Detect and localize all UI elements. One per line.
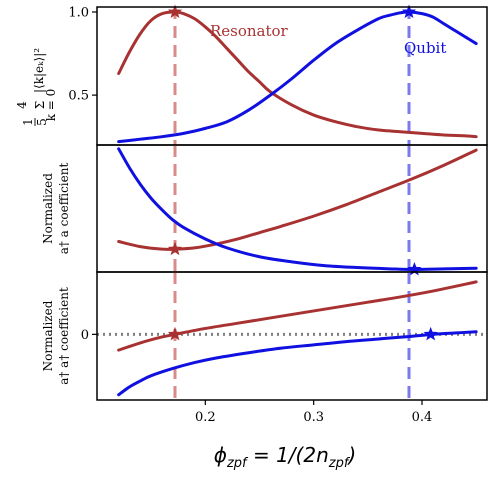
qubit-star-marker [407, 261, 422, 276]
fraction-denominator: 5 [35, 118, 49, 126]
x-axis-label: ϕzpf = 1/(2nzpf) [214, 443, 356, 471]
y-tick-label: 0.5 [68, 89, 89, 104]
qubit-series-line [117, 10, 478, 144]
x-tick-label: 0.3 [303, 410, 324, 425]
resonator-star-marker [167, 241, 183, 256]
resonator-star-marker [167, 326, 183, 341]
qubit-star-marker [423, 326, 438, 341]
x-label-part: zpf [226, 456, 249, 471]
y-label-line-1: Normalized [41, 173, 55, 244]
y-tick-label: 0 [81, 328, 89, 343]
x-tick-label: 0.4 [412, 410, 433, 425]
y-axis-label: Normalized a† a† coefficient [41, 287, 71, 385]
panel-bottom: 0 Normalized a† a† coefficient [41, 271, 488, 401]
panel-top: 0.5 1.0 Resonator Qubit 1 5 4 Σk = 0|⟨k|eₖ⟩|² [15, 4, 488, 146]
qubit-annotation: Qubit [404, 39, 446, 57]
panel-frame [96, 271, 488, 401]
sum-symbol: Σ [33, 101, 47, 109]
y-label-line-1: Normalized [41, 300, 55, 371]
y-tick-label: 1.0 [68, 5, 89, 20]
x-label-part: ) [346, 443, 356, 467]
panel-plot-area [117, 7, 478, 145]
resonator-series-line [117, 10, 478, 139]
qubit-series-line [117, 330, 478, 397]
x-label-part: = 1/(2 [247, 443, 316, 467]
panel-frame [96, 6, 488, 146]
resonator-annotation: Resonator [210, 22, 289, 40]
qubit-series-line [117, 147, 478, 271]
panel-frame [96, 144, 488, 273]
resonator-series-line [117, 148, 478, 251]
panels-layer: 0.5 1.0 Resonator Qubit 1 5 4 Σk = 0|⟨k|eₖ⟩|² No… [15, 4, 488, 401]
panel-plot-area [117, 145, 478, 272]
panel-middle: Normalized a† a coefficient [41, 144, 488, 276]
y-label-line-2: a† a coefficient [57, 163, 71, 255]
y-axis-label: 1 5 4 Σk = 0|⟨k|eₖ⟩|² [15, 48, 58, 126]
y-label-line-2: a† a† coefficient [57, 287, 71, 385]
fraction-numerator: 1 [21, 118, 35, 126]
x-axis: 0.2 0.3 0.4 [195, 400, 432, 425]
x-label-part: n [316, 443, 329, 467]
x-tick-label: 0.2 [195, 410, 216, 425]
x-label-part: zpf [328, 456, 351, 471]
sum-lower-limit: k = 0 [44, 89, 58, 122]
sum-expression: |⟨k|eₖ⟩|² [32, 48, 46, 93]
resonator-star-marker [167, 4, 183, 19]
qubit-star-marker [401, 4, 417, 19]
resonator-series-line [117, 280, 478, 352]
x-label-part: ϕ [214, 443, 227, 467]
sum-upper-limit: 4 [15, 101, 29, 109]
y-axis-label: Normalized a† a coefficient [41, 163, 71, 255]
